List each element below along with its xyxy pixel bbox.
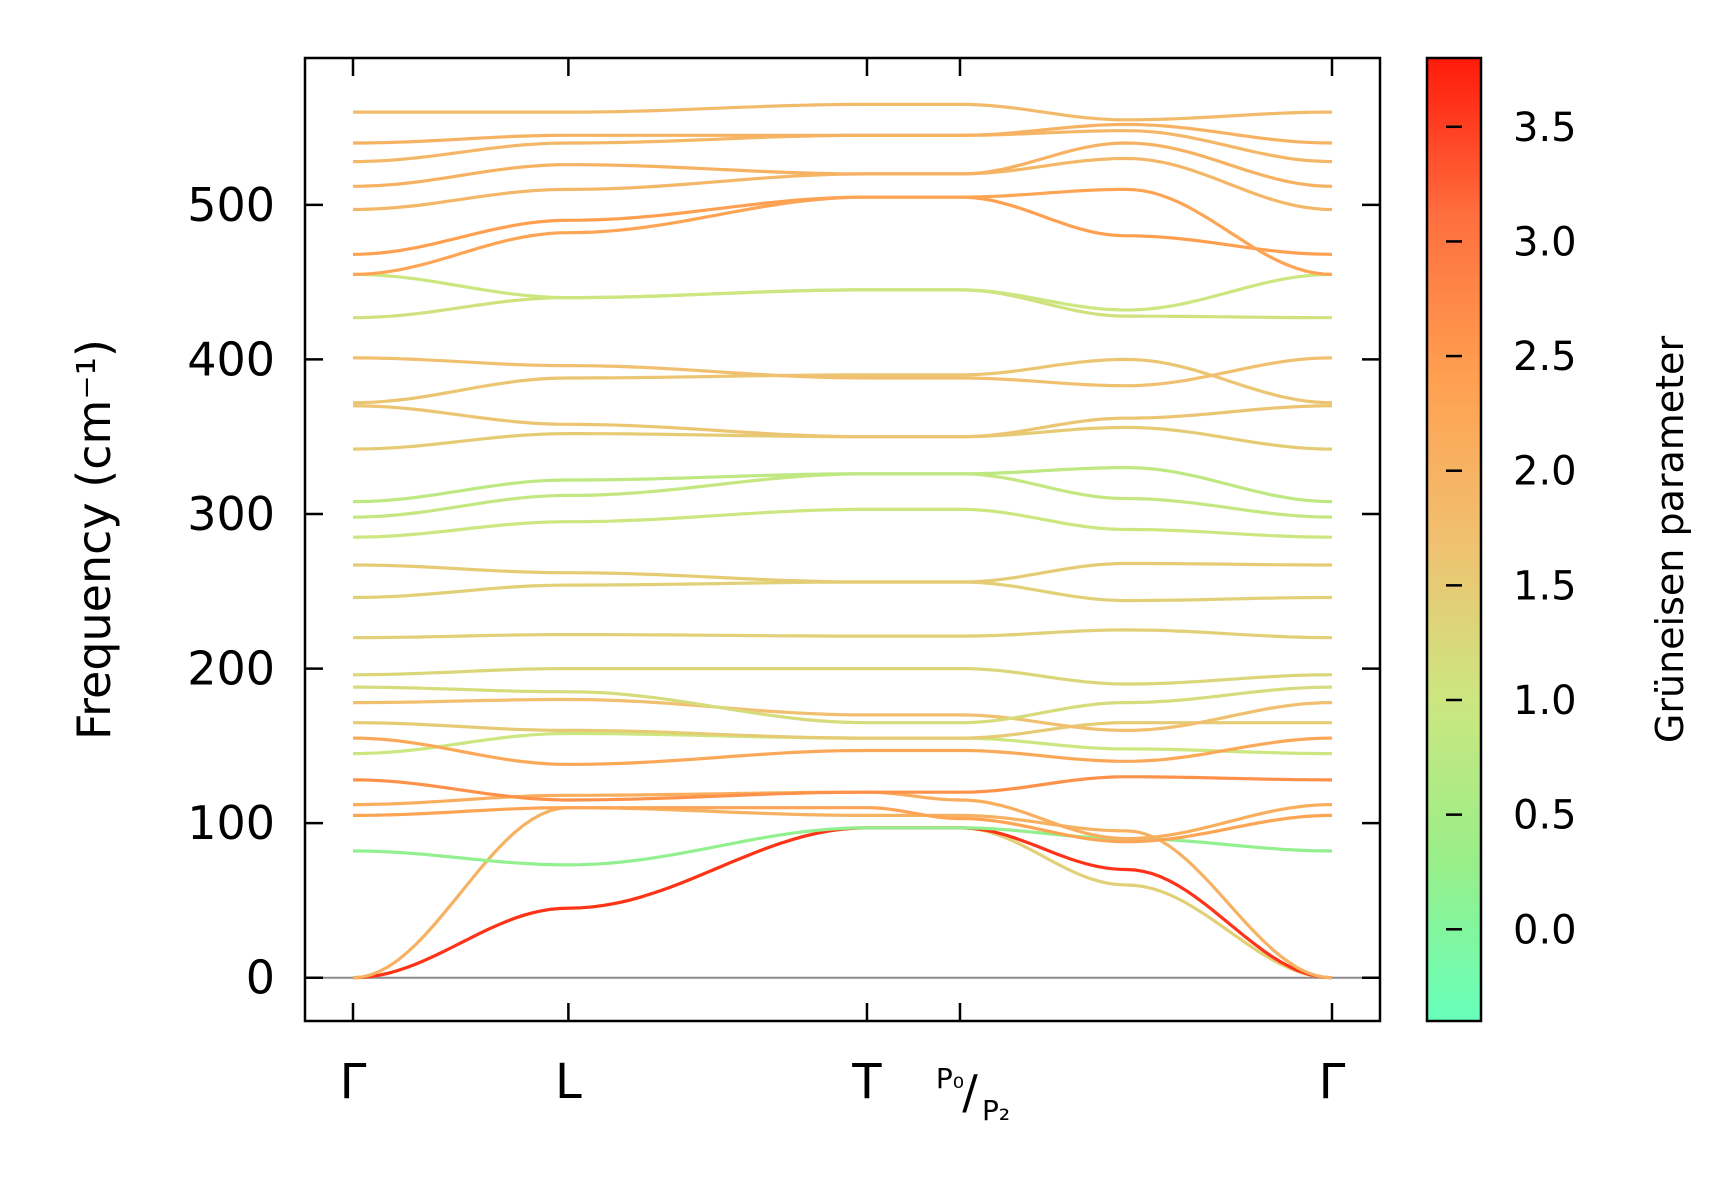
band-6 bbox=[353, 775, 1332, 802]
colorbar-tick-label: 1.0 bbox=[1513, 678, 1577, 724]
colorbar-tick-label: 3.0 bbox=[1513, 219, 1577, 265]
band-27 bbox=[352, 156, 1333, 212]
band-31 bbox=[353, 102, 1332, 122]
y-axis-label: Frequency (cm⁻¹) bbox=[67, 339, 121, 740]
band-28 bbox=[352, 141, 1333, 188]
band-22 bbox=[353, 356, 1333, 388]
y-tick-label: 400 bbox=[187, 332, 275, 386]
colorbar-tick-label: 2.0 bbox=[1513, 449, 1577, 495]
band-16 bbox=[352, 507, 1333, 539]
band-20 bbox=[352, 404, 1332, 439]
band-26 bbox=[352, 187, 1333, 276]
colorbar-tick-label: 1.5 bbox=[1513, 563, 1577, 609]
x-tick-label: Γ bbox=[1319, 1054, 1346, 1110]
band-18 bbox=[352, 466, 1333, 504]
x-tick-label: Γ bbox=[340, 1054, 367, 1110]
band-0 bbox=[352, 826, 1333, 980]
colorbar-tick-label: 3.5 bbox=[1513, 105, 1577, 151]
x-tick-label-part: / bbox=[962, 1065, 978, 1119]
band-13 bbox=[352, 628, 1333, 640]
x-tick-label: L bbox=[555, 1054, 582, 1110]
band-10 bbox=[353, 697, 1333, 732]
colorbar-tick-label: 2.5 bbox=[1513, 334, 1577, 380]
x-tick-label: T bbox=[851, 1054, 882, 1110]
x-tick-label: P₀/P₂ bbox=[936, 1062, 1010, 1127]
y-tick-label: 200 bbox=[187, 642, 275, 696]
band-21 bbox=[352, 357, 1333, 405]
x-tick-label-part: P₂ bbox=[982, 1094, 1010, 1127]
band-15 bbox=[353, 561, 1332, 584]
band-4 bbox=[353, 806, 1333, 844]
colorbar: 0.0 0.5 1.0 1.5 2.0 2.5 3.0 3.5 Grüneisen parame… bbox=[1425, 56, 1692, 1023]
band-19 bbox=[352, 425, 1333, 451]
band-9 bbox=[353, 721, 1332, 740]
y-tick-label: 100 bbox=[187, 796, 275, 850]
colorbar-label: Grüneisen parameter bbox=[1648, 336, 1692, 744]
y-tick-label: 0 bbox=[246, 951, 275, 1005]
band-11 bbox=[353, 685, 1333, 725]
band-8 bbox=[352, 736, 1333, 766]
band-14 bbox=[352, 580, 1332, 603]
colorbar-tick-label: 0.0 bbox=[1513, 907, 1577, 953]
plot-area: 0 100 200 300 400 500 Γ L T P₀/P₂ Γ Frequency (cm⁻¹… bbox=[67, 56, 1382, 1127]
y-tick-label: 300 bbox=[187, 487, 275, 541]
colorbar-tick-label: 0.5 bbox=[1513, 793, 1577, 839]
y-tick-label: 500 bbox=[187, 178, 275, 232]
band-24 bbox=[352, 272, 1333, 312]
x-tick-label-part: P₀ bbox=[936, 1062, 964, 1095]
band-12 bbox=[352, 667, 1332, 686]
band-5 bbox=[353, 790, 1333, 841]
band-30 bbox=[353, 122, 1333, 145]
colorbar-bar bbox=[1425, 56, 1483, 1023]
plot-frame bbox=[303, 56, 1382, 1023]
